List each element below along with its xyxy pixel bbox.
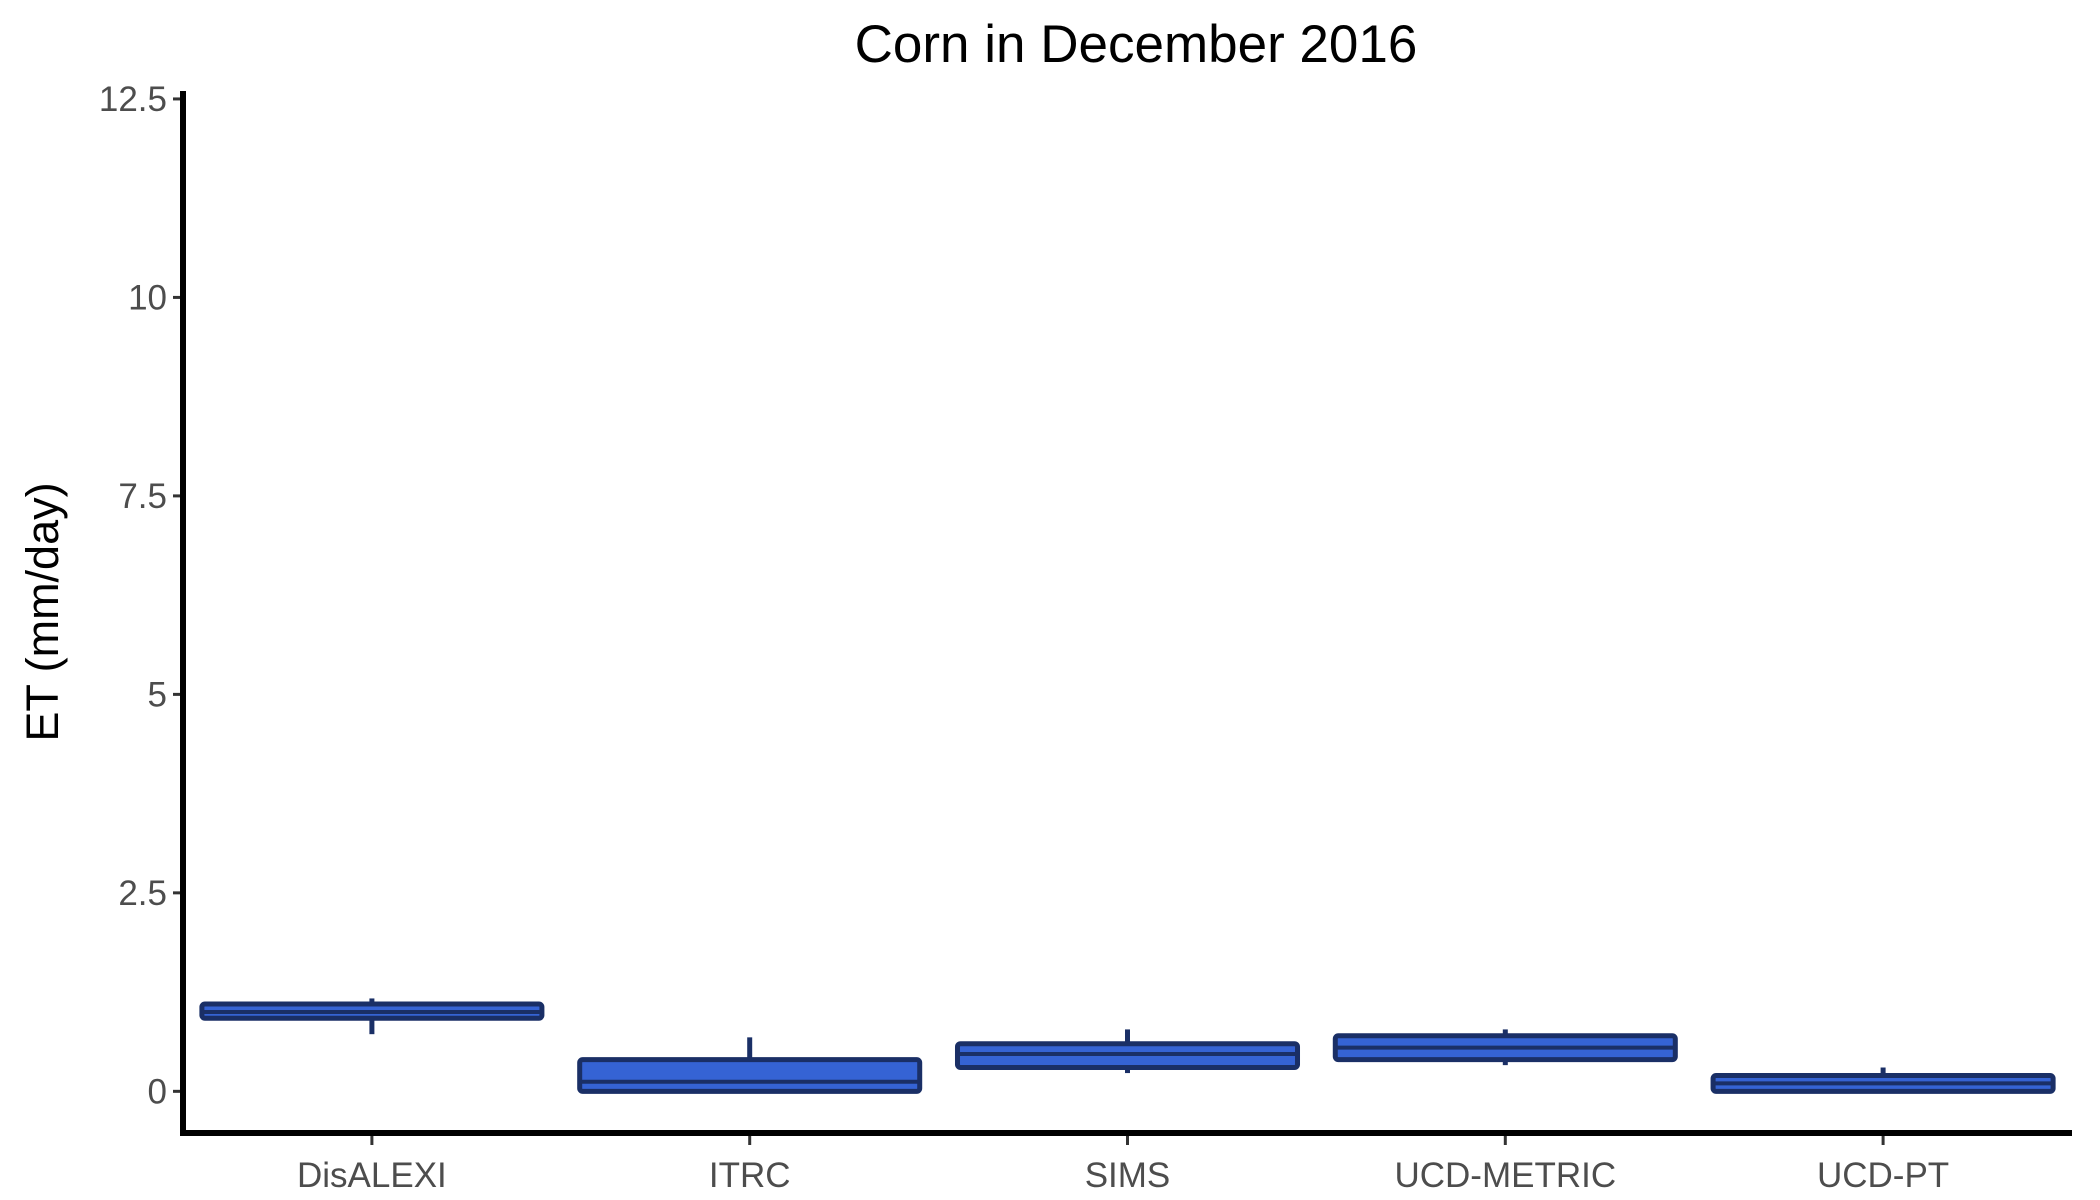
x-tick-label: ITRC: [709, 1156, 791, 1195]
y-tick-label: 7.5: [118, 477, 167, 516]
x-tick-label: DisALEXI: [297, 1156, 447, 1195]
box-body: [577, 1057, 923, 1094]
y-tick-label: 12.5: [99, 80, 167, 119]
y-axis-label: ET (mm/day): [17, 482, 68, 741]
y-tick-label: 2.5: [118, 874, 167, 913]
y-tick-label: 10: [128, 278, 167, 317]
plot-area: 0 2.5 5 7.5 10 12.5 DisALEXI ITRC SIMS UCD-METRIC…: [99, 80, 2056, 1195]
y-tick-label: 5: [148, 675, 167, 714]
x-tick-label: SIMS: [1085, 1156, 1171, 1195]
chart-title: Corn in December 2016: [855, 15, 1418, 74]
x-tick-label: UCD-PT: [1817, 1156, 1949, 1195]
y-tick-label: 0: [148, 1072, 167, 1111]
x-tick-label: UCD-METRIC: [1394, 1156, 1616, 1195]
